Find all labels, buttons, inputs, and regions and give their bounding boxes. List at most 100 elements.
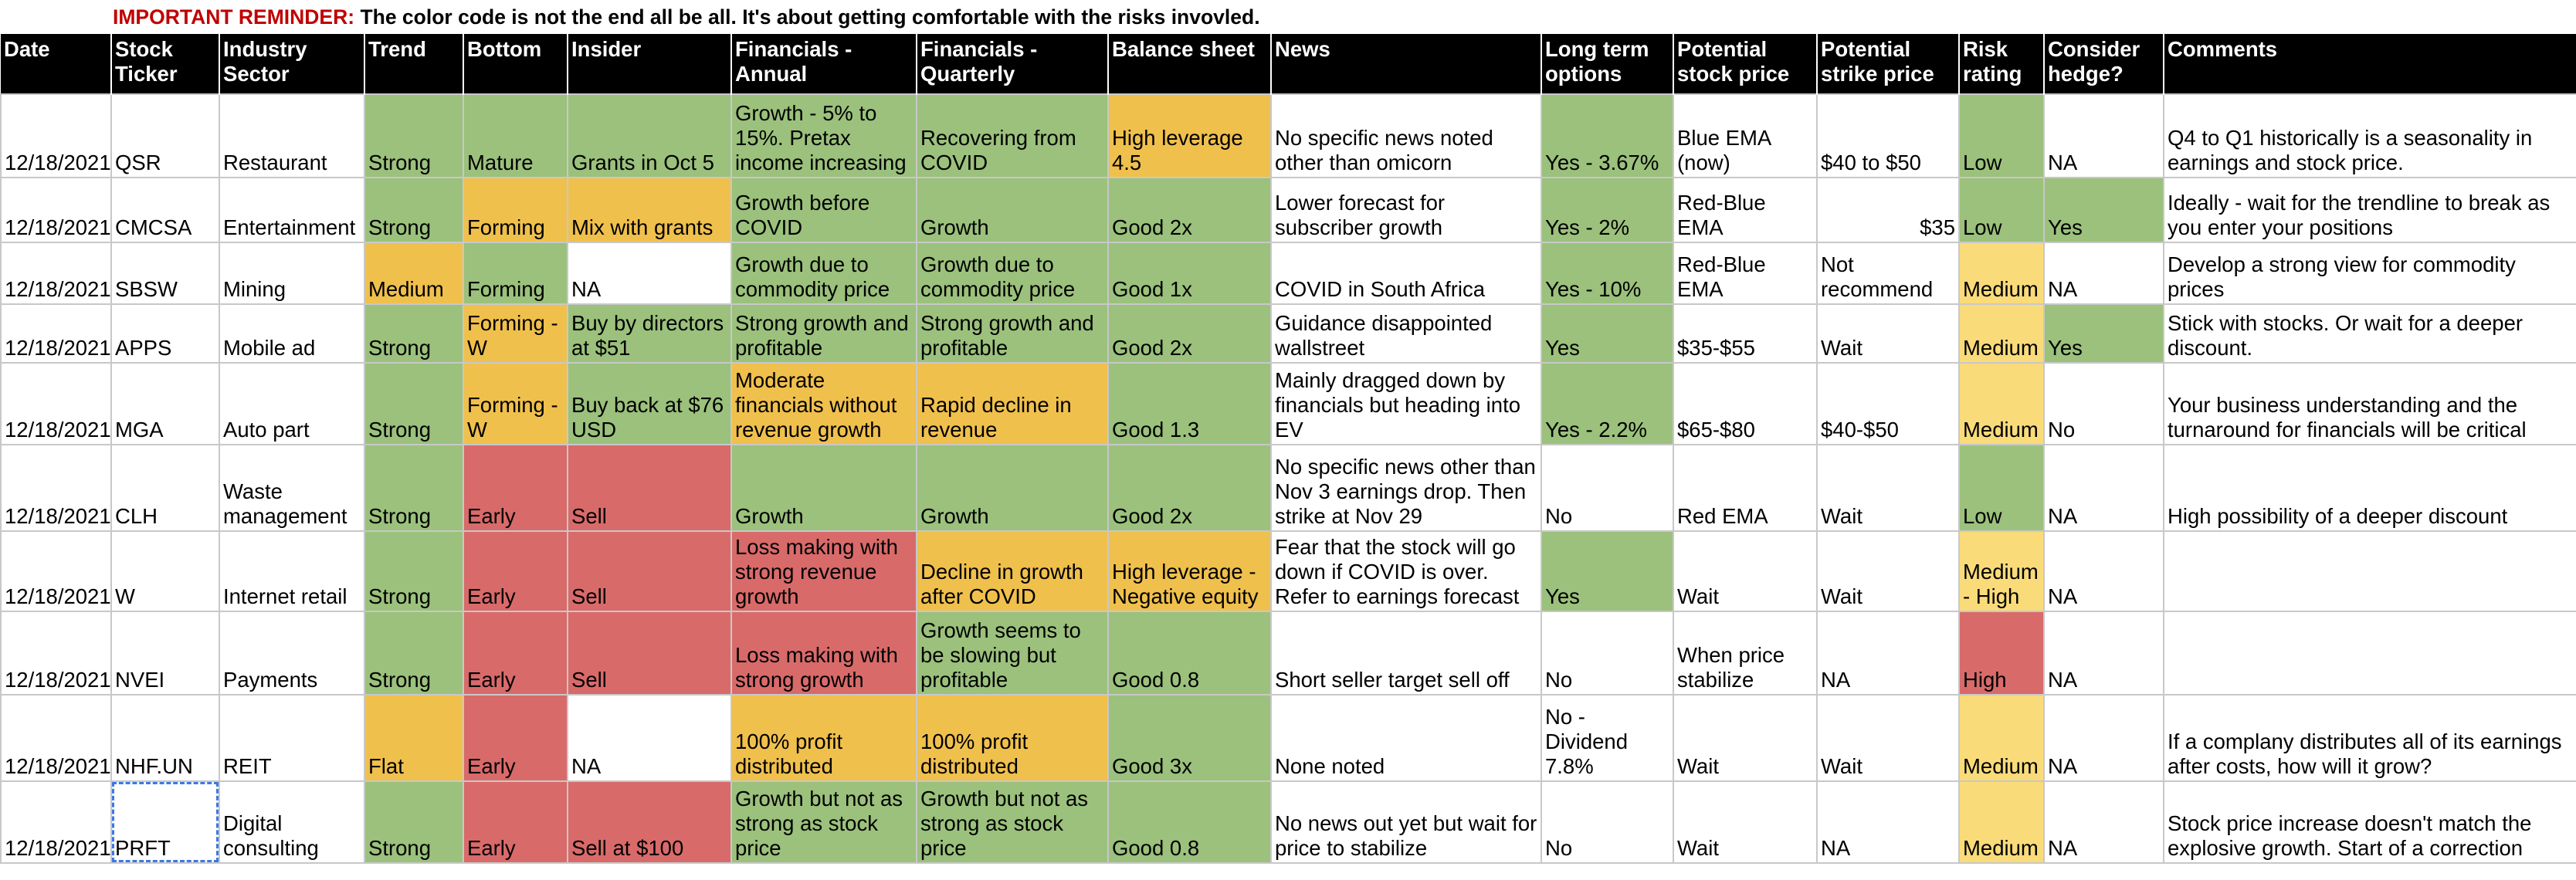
cell-financials-annual[interactable]: Growth - 5% to 15%. Pretax income increa… — [730, 93, 917, 178]
cell-long-term-options[interactable]: Yes - 2% — [1541, 177, 1674, 243]
cell-bottom[interactable]: Forming — [463, 242, 568, 305]
cell-risk-rating[interactable]: Medium - High — [1958, 530, 2045, 612]
cell-ticker[interactable]: CMCSA — [110, 177, 220, 243]
cell-financials-annual[interactable]: Loss making with strong revenue growth — [730, 530, 917, 612]
cell-potential-strike-price[interactable]: NA — [1816, 780, 1960, 864]
cell-risk-rating[interactable]: Medium — [1958, 362, 2045, 445]
header-news[interactable]: News — [1271, 34, 1542, 94]
cell-bottom[interactable]: Mature — [463, 93, 568, 178]
cell-insider[interactable]: Mix with grants — [567, 177, 732, 243]
cell-news[interactable]: Guidance disappointed wallstreet — [1270, 303, 1542, 364]
cell-potential-stock-price[interactable]: $35-$55 — [1673, 303, 1818, 364]
cell-financials-annual[interactable]: Strong growth and profitable — [730, 303, 917, 364]
cell-trend[interactable]: Strong — [364, 444, 464, 532]
header-potential-stock-price[interactable]: Potential stock price — [1673, 34, 1818, 94]
cell-news[interactable]: Mainly dragged down by financials but he… — [1270, 362, 1542, 445]
cell-ticker[interactable]: W — [110, 530, 220, 612]
cell-balance-sheet[interactable]: Good 0.8 — [1107, 780, 1272, 864]
header-bottom[interactable]: Bottom — [463, 34, 568, 94]
cell-potential-stock-price[interactable]: $65-$80 — [1673, 362, 1818, 445]
cell-financials-quarterly[interactable]: Growth — [916, 177, 1109, 243]
cell-trend[interactable]: Strong — [364, 177, 464, 243]
cell-insider[interactable]: Buy by directors at $51 — [567, 303, 732, 364]
cell-potential-stock-price[interactable]: Red-Blue EMA — [1673, 242, 1818, 305]
header-insider[interactable]: Insider — [568, 34, 732, 94]
cell-insider[interactable]: Sell at $100 — [567, 780, 732, 864]
cell-insider[interactable]: Sell — [567, 530, 732, 612]
cell-trend[interactable]: Strong — [364, 93, 464, 178]
cell-date[interactable]: 12/18/2021 — [0, 780, 112, 864]
cell-balance-sheet[interactable]: High leverage - Negative equity — [1107, 530, 1272, 612]
cell-potential-strike-price[interactable]: Wait — [1816, 303, 1960, 364]
cell-financials-quarterly[interactable]: 100% profit distributed — [916, 694, 1109, 782]
cell-consider-hedge[interactable]: NA — [2043, 694, 2164, 782]
cell-long-term-options[interactable]: Yes - 10% — [1541, 242, 1674, 305]
cell-financials-annual[interactable]: 100% profit distributed — [730, 694, 917, 782]
cell-bottom[interactable]: Early — [463, 780, 568, 864]
cell-news[interactable]: COVID in South Africa — [1270, 242, 1542, 305]
cell-sector[interactable]: Waste management — [219, 444, 365, 532]
cell-consider-hedge[interactable]: NA — [2043, 530, 2164, 612]
cell-date[interactable]: 12/18/2021 — [0, 444, 112, 532]
cell-consider-hedge[interactable]: NA — [2043, 780, 2164, 864]
cell-potential-strike-price[interactable]: $40-$50 — [1816, 362, 1960, 445]
header-financials-annual[interactable]: Financials - Annual — [731, 34, 917, 94]
cell-potential-strike-price[interactable]: Wait — [1816, 444, 1960, 532]
cell-sector[interactable]: Restaurant — [219, 93, 365, 178]
cell-insider[interactable]: NA — [567, 694, 732, 782]
cell-insider[interactable]: Sell — [567, 611, 732, 696]
cell-financials-annual[interactable]: Loss making with strong growth — [730, 611, 917, 696]
cell-consider-hedge[interactable]: NA — [2043, 444, 2164, 532]
cell-ticker[interactable]: CLH — [110, 444, 220, 532]
cell-financials-quarterly[interactable]: Strong growth and profitable — [916, 303, 1109, 364]
cell-comments[interactable]: Ideally - wait for the trendline to brea… — [2163, 177, 2576, 243]
cell-date[interactable]: 12/18/2021 — [0, 694, 112, 782]
cell-balance-sheet[interactable]: Good 0.8 — [1107, 611, 1272, 696]
header-risk-rating[interactable]: Risk rating — [1959, 34, 2045, 94]
cell-bottom[interactable]: Forming — [463, 177, 568, 243]
cell-comments[interactable] — [2163, 530, 2576, 612]
cell-sector[interactable]: Internet retail — [219, 530, 365, 612]
cell-sector[interactable]: Payments — [219, 611, 365, 696]
cell-financials-quarterly[interactable]: Growth but not as strong as stock price — [916, 780, 1109, 864]
cell-ticker[interactable]: MGA — [110, 362, 220, 445]
cell-balance-sheet[interactable]: Good 2x — [1107, 303, 1272, 364]
header-consider-hedge[interactable]: Consider hedge? — [2044, 34, 2164, 94]
cell-long-term-options[interactable]: No — [1541, 780, 1674, 864]
cell-comments[interactable]: Develop a strong view for commodity pric… — [2163, 242, 2576, 305]
cell-news[interactable]: No specific news other than Nov 3 earnin… — [1270, 444, 1542, 532]
cell-bottom[interactable]: Early — [463, 444, 568, 532]
cell-ticker[interactable]: SBSW — [110, 242, 220, 305]
cell-financials-quarterly[interactable]: Growth seems to be slowing but profitabl… — [916, 611, 1109, 696]
cell-long-term-options[interactable]: Yes - 3.67% — [1541, 93, 1674, 178]
cell-potential-strike-price[interactable]: Wait — [1816, 530, 1960, 612]
cell-long-term-options[interactable]: No — [1541, 611, 1674, 696]
cell-potential-strike-price[interactable]: NA — [1816, 611, 1960, 696]
cell-date[interactable]: 12/18/2021 — [0, 177, 112, 243]
cell-potential-strike-price[interactable]: Wait — [1816, 694, 1960, 782]
cell-risk-rating[interactable]: Medium — [1958, 780, 2045, 864]
cell-bottom[interactable]: Early — [463, 611, 568, 696]
cell-comments[interactable]: Your business understanding and the turn… — [2163, 362, 2576, 445]
cell-risk-rating[interactable]: High — [1958, 611, 2045, 696]
cell-insider[interactable]: Buy back at $76 USD — [567, 362, 732, 445]
cell-news[interactable]: Fear that the stock will go down if COVI… — [1270, 530, 1542, 612]
cell-financials-quarterly[interactable]: Decline in growth after COVID — [916, 530, 1109, 612]
cell-potential-stock-price[interactable]: Red-Blue EMA — [1673, 177, 1818, 243]
header-comments[interactable]: Comments — [2164, 34, 2576, 94]
cell-bottom[interactable]: Early — [463, 530, 568, 612]
cell-financials-quarterly[interactable]: Growth — [916, 444, 1109, 532]
cell-sector[interactable]: Auto part — [219, 362, 365, 445]
cell-risk-rating[interactable]: Low — [1958, 177, 2045, 243]
cell-comments[interactable]: Stick with stocks. Or wait for a deeper … — [2163, 303, 2576, 364]
cell-consider-hedge[interactable]: Yes — [2043, 177, 2164, 243]
cell-long-term-options[interactable]: Yes - 2.2% — [1541, 362, 1674, 445]
header-industry-sector[interactable]: Industry Sector — [219, 34, 365, 94]
cell-financials-quarterly[interactable]: Growth due to commodity price — [916, 242, 1109, 305]
cell-financials-annual[interactable]: Growth but not as strong as stock price — [730, 780, 917, 864]
cell-comments[interactable]: High possibility of a deeper discount — [2163, 444, 2576, 532]
header-stock-ticker[interactable]: Stock Ticker — [111, 34, 220, 94]
cell-risk-rating[interactable]: Low — [1958, 93, 2045, 178]
cell-potential-strike-price[interactable]: $35 — [1816, 177, 1960, 243]
cell-potential-stock-price[interactable]: Wait — [1673, 530, 1818, 612]
